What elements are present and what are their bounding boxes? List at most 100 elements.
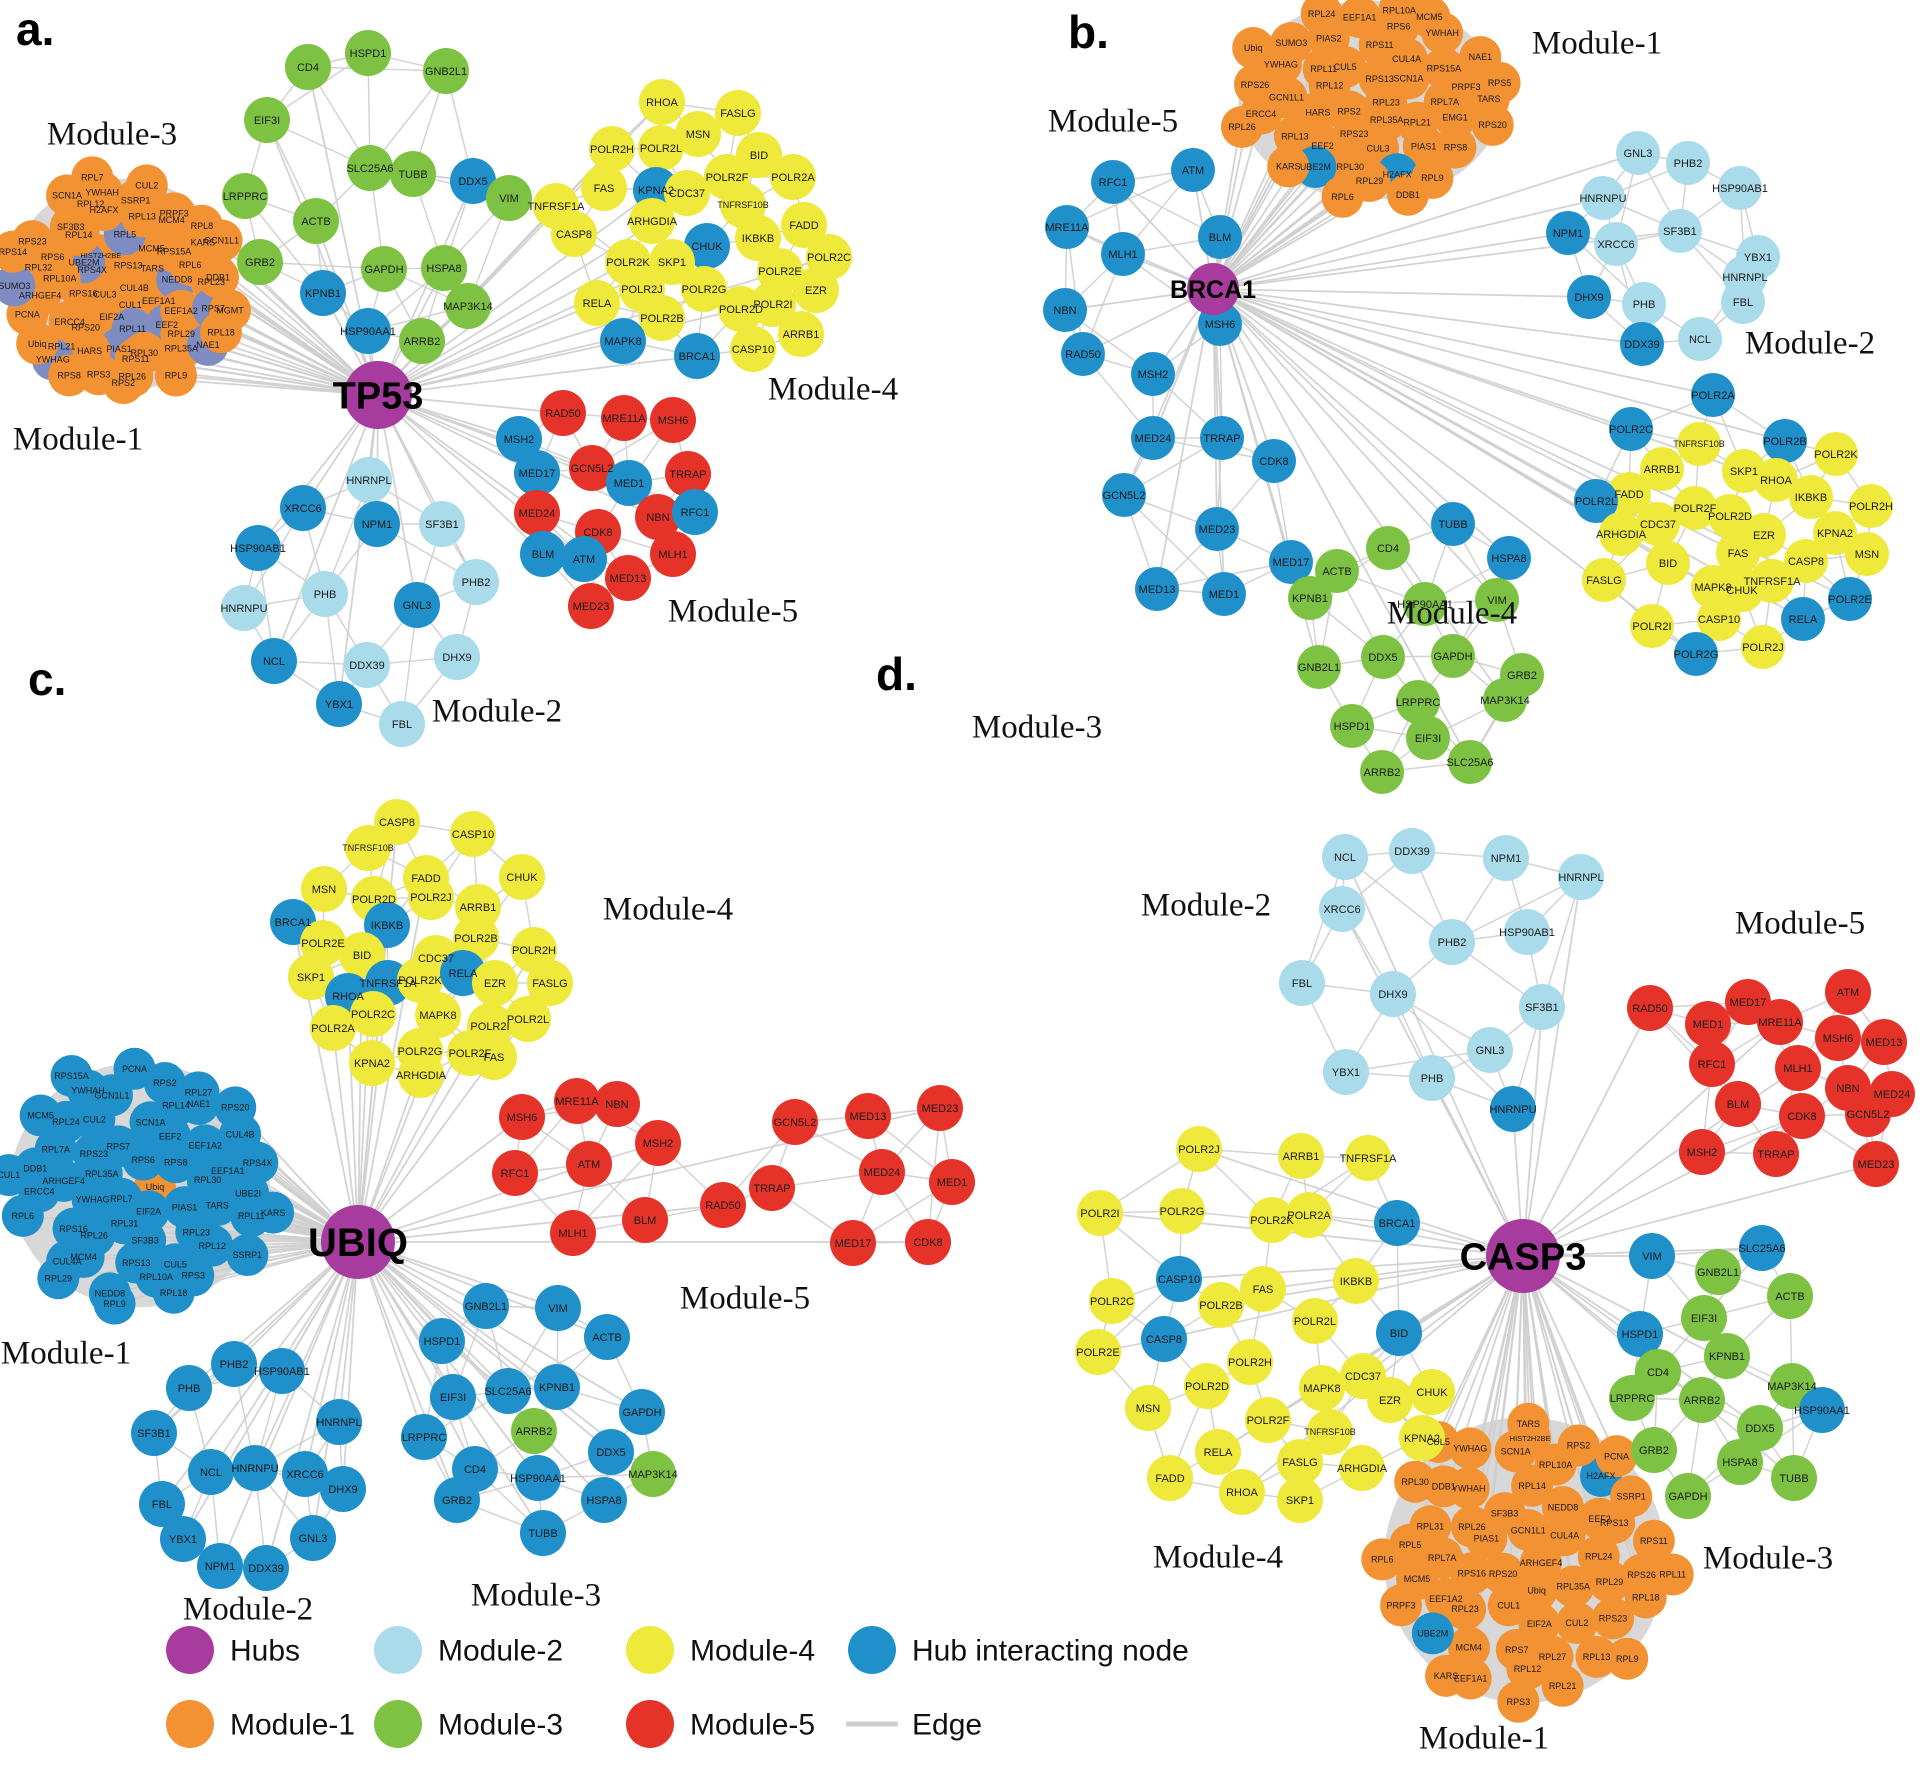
node-med23[interactable]	[1853, 1141, 1899, 1187]
node-lrpprc[interactable]	[401, 1414, 447, 1460]
node-grb2[interactable]	[237, 239, 283, 285]
node-rfc1[interactable]	[492, 1150, 538, 1196]
node-phb[interactable]	[302, 571, 348, 617]
hub-node-ubiq[interactable]	[321, 1205, 395, 1279]
node-actb[interactable]	[584, 1314, 630, 1360]
node-med13[interactable]	[1861, 1019, 1907, 1065]
node-fas[interactable]	[1716, 531, 1760, 575]
node-rad50[interactable]	[1627, 985, 1673, 1031]
node-actb[interactable]	[1767, 1273, 1813, 1319]
node-polr2d[interactable]	[1708, 494, 1752, 538]
hub-node-brca1[interactable]	[1187, 263, 1239, 315]
node-rad50[interactable]	[540, 390, 586, 436]
node-pias1[interactable]	[1402, 125, 1445, 168]
node-rps20[interactable]	[1471, 103, 1514, 146]
node-dhx9[interactable]	[1370, 971, 1416, 1017]
node-polr2l[interactable]	[505, 996, 551, 1042]
node-rfc1[interactable]	[672, 489, 718, 535]
node-msh6[interactable]	[1815, 1015, 1861, 1061]
node-sumo3[interactable]	[0, 264, 36, 307]
node-polr2g[interactable]	[681, 266, 727, 312]
node-gapdh[interactable]	[361, 246, 407, 292]
node-pcna[interactable]	[113, 1047, 156, 1090]
node-rpl9[interactable]	[1606, 1637, 1649, 1680]
node-pcna[interactable]	[1595, 1435, 1638, 1478]
node-hnrnpl[interactable]	[1558, 854, 1604, 900]
node-polr2l[interactable]	[638, 125, 684, 171]
node-rps8[interactable]	[1434, 126, 1477, 169]
node-rpl26[interactable]	[1450, 1505, 1493, 1548]
node-msn[interactable]	[1125, 1385, 1171, 1431]
node-vim[interactable]	[1629, 1233, 1675, 1279]
node-tnfrsf1a[interactable]	[1345, 1135, 1391, 1181]
node-msh6[interactable]	[650, 397, 696, 443]
node-med23[interactable]	[1195, 507, 1239, 551]
node-kpnb1[interactable]	[534, 1364, 580, 1410]
node-cd4[interactable]	[1366, 526, 1410, 570]
node-npm1[interactable]	[1546, 211, 1590, 255]
node-gnl3[interactable]	[1616, 131, 1660, 175]
node-cdc37[interactable]	[664, 170, 710, 216]
node-polr2f[interactable]	[1673, 486, 1717, 530]
node-gcn5l2[interactable]	[772, 1099, 818, 1145]
node-gnl3[interactable]	[394, 582, 440, 628]
node-rps3[interactable]	[1497, 1680, 1540, 1723]
node-gapdh[interactable]	[619, 1389, 665, 1435]
node-med24[interactable]	[1131, 416, 1175, 460]
node-gcn1l1[interactable]	[200, 219, 243, 262]
node-atm[interactable]	[561, 536, 607, 582]
node-med1[interactable]	[606, 460, 652, 506]
node-casp10[interactable]	[1697, 597, 1741, 641]
node-hsp90ab1[interactable]	[1504, 909, 1550, 955]
node-polr2a[interactable]	[1691, 373, 1735, 417]
node-msh6[interactable]	[499, 1094, 545, 1140]
node-med17[interactable]	[514, 450, 560, 496]
node-polr2b[interactable]	[453, 915, 499, 961]
node-ddb1[interactable]	[197, 256, 240, 299]
node-tars[interactable]	[1507, 1402, 1550, 1445]
node-ikbkb[interactable]	[1333, 1258, 1379, 1304]
node-brca1[interactable]	[1374, 1200, 1420, 1246]
node-rps20[interactable]	[1482, 1552, 1525, 1595]
node-tubb[interactable]	[390, 151, 436, 197]
node-mlh1[interactable]	[1775, 1045, 1821, 1091]
node-rpl11[interactable]	[1651, 1553, 1694, 1596]
node-mlh1[interactable]	[550, 1210, 596, 1256]
node-hspd1[interactable]	[1330, 704, 1374, 748]
node-rpl13[interactable]	[1575, 1635, 1618, 1678]
node-rpl7[interactable]	[71, 156, 114, 199]
node-sumo3[interactable]	[1270, 22, 1313, 65]
node-polr2k[interactable]	[1814, 432, 1858, 476]
node-ybx1[interactable]	[316, 681, 362, 727]
node-kars[interactable]	[1267, 145, 1310, 188]
node-hspd1[interactable]	[419, 1318, 465, 1364]
node-faslg[interactable]	[1582, 558, 1626, 602]
node-fas[interactable]	[581, 165, 627, 211]
node-fadd[interactable]	[1147, 1455, 1193, 1501]
node-rps5[interactable]	[1478, 61, 1521, 104]
node-slc25a6[interactable]	[347, 145, 393, 191]
node-casp8[interactable]	[1784, 539, 1828, 583]
node-polr2a[interactable]	[1286, 1192, 1332, 1238]
node-rela[interactable]	[574, 280, 620, 326]
node-arhgdia[interactable]	[398, 1052, 444, 1098]
node-hsp90ab1[interactable]	[235, 525, 281, 571]
node-phb2[interactable]	[1429, 919, 1475, 965]
node-rps15a[interactable]	[50, 1054, 93, 1097]
node-ncl[interactable]	[1322, 834, 1368, 880]
node-gnl3[interactable]	[290, 1515, 336, 1561]
node-rela[interactable]	[1195, 1429, 1241, 1475]
node-msn[interactable]	[1845, 532, 1889, 576]
node-mcm4[interactable]	[1447, 1626, 1490, 1669]
node-rps23[interactable]	[1591, 1597, 1634, 1640]
node-map3k14[interactable]	[445, 283, 491, 329]
node-kpnb1[interactable]	[300, 270, 346, 316]
node-rps8[interactable]	[48, 354, 91, 397]
node-rela[interactable]	[1781, 597, 1825, 641]
node-ncl[interactable]	[188, 1449, 234, 1495]
node-casp10[interactable]	[730, 326, 776, 372]
node-hspd1[interactable]	[345, 30, 391, 76]
node-rpl26[interactable]	[1220, 105, 1263, 148]
node-npm1[interactable]	[354, 501, 400, 547]
node-chuk[interactable]	[499, 854, 545, 900]
